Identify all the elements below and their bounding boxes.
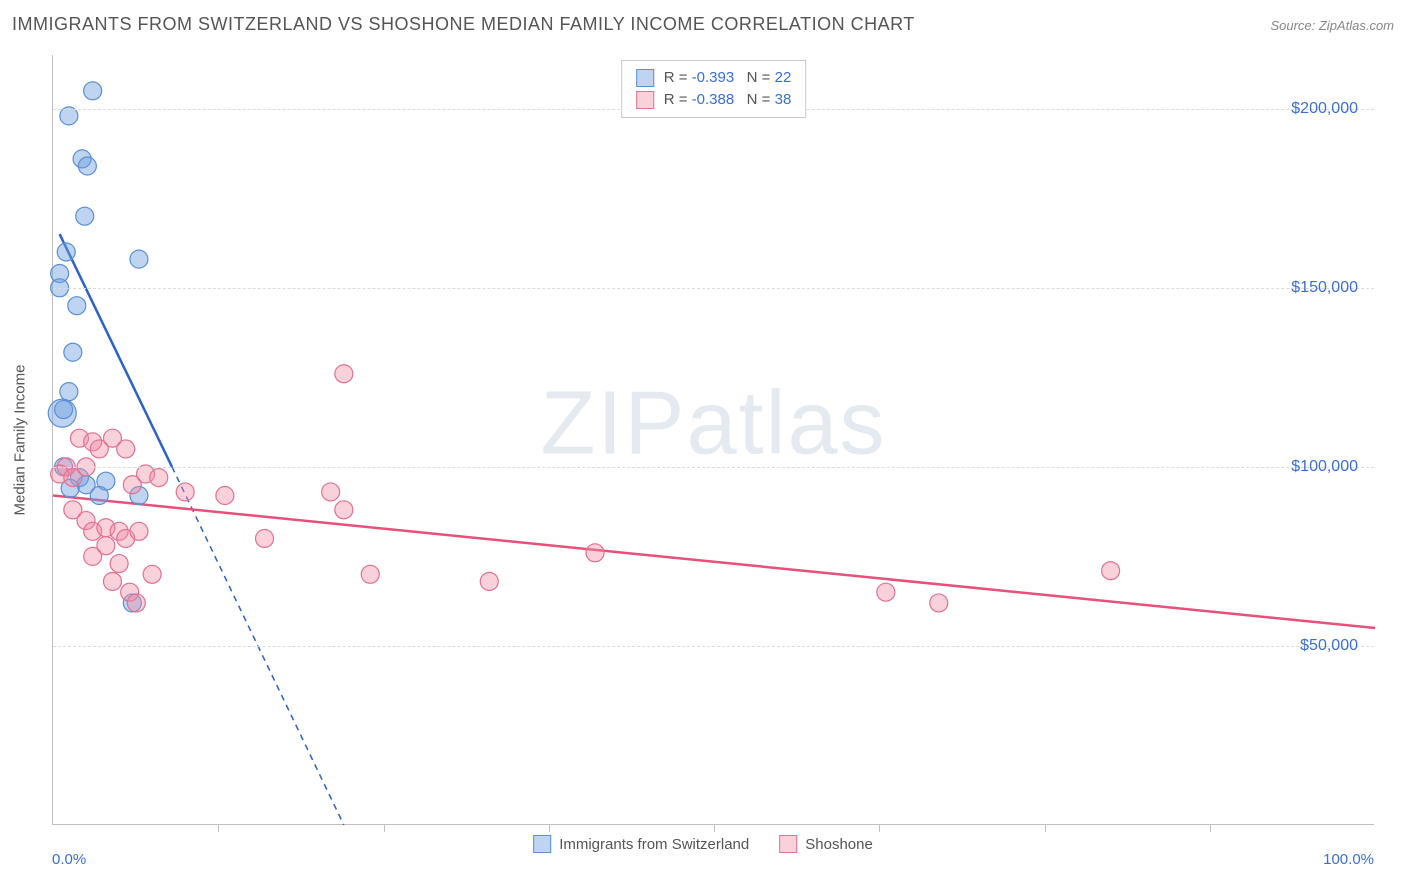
point-shoshone (322, 483, 340, 501)
point-shoshone (130, 522, 148, 540)
plot-svg (53, 55, 1374, 824)
point-swiss (57, 243, 75, 261)
y-axis-label: Median Family Income (12, 365, 29, 516)
legend-label-shoshone: Shoshone (805, 836, 873, 853)
y-tick-label: $50,000 (1300, 637, 1358, 655)
point-shoshone (586, 544, 604, 562)
point-shoshone (930, 594, 948, 612)
point-shoshone (117, 440, 135, 458)
point-swiss (130, 250, 148, 268)
point-shoshone (1102, 562, 1120, 580)
point-shoshone (176, 483, 194, 501)
n-value-shoshone: 38 (775, 91, 792, 108)
y-tick-label: $150,000 (1291, 279, 1358, 297)
legend-row-shoshone: R = -0.388 N = 38 (636, 89, 792, 111)
r-value-shoshone: -0.388 (692, 91, 735, 108)
point-shoshone (90, 440, 108, 458)
point-swiss (68, 297, 86, 315)
legend-label-swiss: Immigrants from Switzerland (559, 836, 749, 853)
n-value-swiss: 22 (775, 69, 792, 86)
legend-item-shoshone: Shoshone (779, 835, 873, 853)
point-swiss (55, 401, 73, 419)
legend-series: Immigrants from Switzerland Shoshone (533, 835, 873, 853)
point-shoshone (361, 565, 379, 583)
point-shoshone (150, 469, 168, 487)
point-swiss (78, 157, 96, 175)
legend-item-swiss: Immigrants from Switzerland (533, 835, 749, 853)
point-shoshone (877, 583, 895, 601)
point-shoshone (127, 594, 145, 612)
swatch-swiss (636, 69, 654, 87)
legend-correlation: R = -0.393 N = 22 R = -0.388 N = 38 (621, 60, 807, 118)
r-value-swiss: -0.393 (692, 69, 735, 86)
source-label: Source: ZipAtlas.com (1270, 18, 1394, 33)
x-tick-max: 100.0% (1323, 851, 1374, 868)
point-shoshone (480, 572, 498, 590)
point-shoshone (123, 476, 141, 494)
point-swiss (60, 383, 78, 401)
point-swiss (90, 487, 108, 505)
point-swiss (84, 82, 102, 100)
point-shoshone (335, 365, 353, 383)
point-shoshone (103, 572, 121, 590)
point-shoshone (256, 529, 274, 547)
y-tick-label: $200,000 (1291, 100, 1358, 118)
point-shoshone (110, 555, 128, 573)
y-tick-label: $100,000 (1291, 458, 1358, 476)
point-swiss (76, 207, 94, 225)
regression-shoshone (53, 496, 1375, 629)
legend-row-swiss: R = -0.393 N = 22 (636, 67, 792, 89)
chart-title: IMMIGRANTS FROM SWITZERLAND VS SHOSHONE … (12, 14, 915, 35)
swatch-swiss-2 (533, 835, 551, 853)
x-tick-min: 0.0% (52, 851, 86, 868)
point-swiss (64, 343, 82, 361)
swatch-shoshone (636, 91, 654, 109)
point-shoshone (143, 565, 161, 583)
plot-area: ZIPatlas R = -0.393 N = 22 R = -0.388 N … (52, 55, 1374, 825)
point-shoshone (216, 487, 234, 505)
swatch-shoshone-2 (779, 835, 797, 853)
point-shoshone (84, 547, 102, 565)
title-bar: IMMIGRANTS FROM SWITZERLAND VS SHOSHONE … (12, 14, 1394, 35)
point-shoshone (335, 501, 353, 519)
